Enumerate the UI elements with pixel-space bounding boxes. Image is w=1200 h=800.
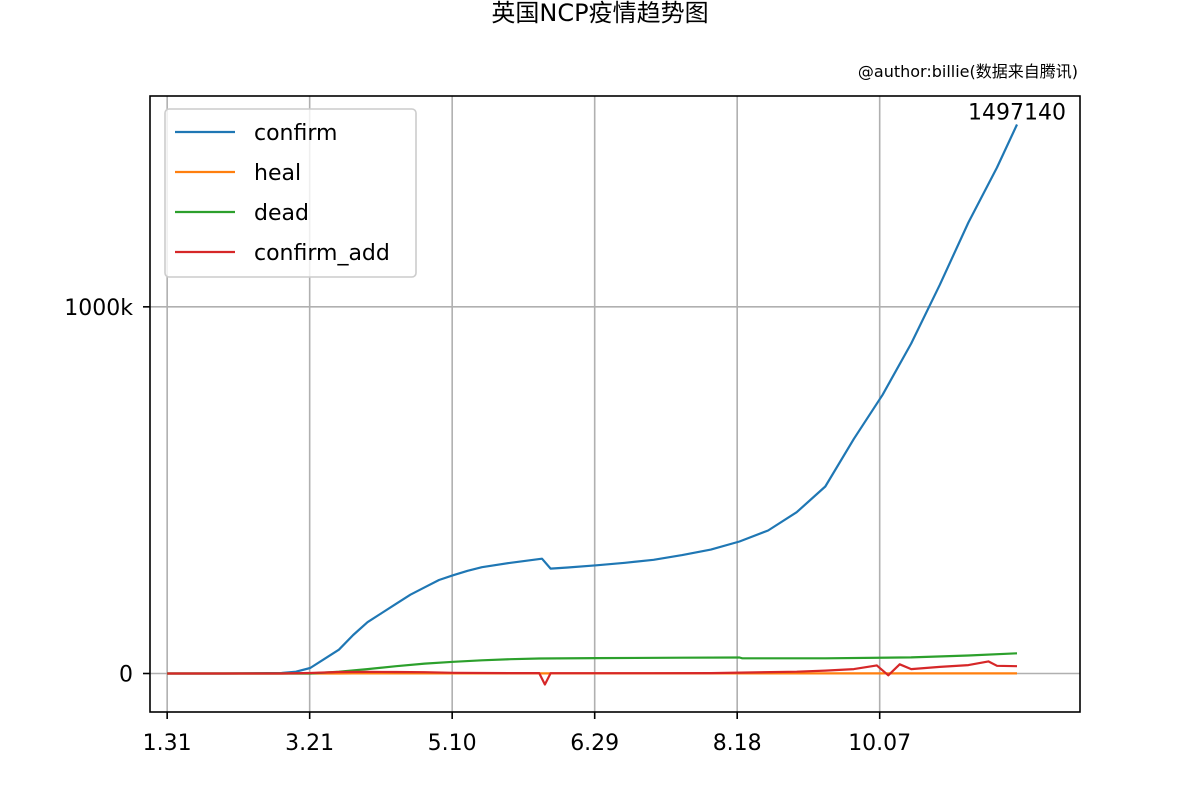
series-line-confirm (167, 124, 1018, 675)
legend: confirm heal dead confirm_add (164, 108, 417, 278)
y-tick-label: 1000k (64, 296, 133, 321)
series-line-dead (167, 652, 1018, 675)
legend-box (164, 108, 417, 278)
x-tick-label: 5.10 (428, 731, 477, 756)
x-tick-label: 1.31 (143, 731, 192, 756)
chart-title: 英国NCP疫情趋势图 (491, 0, 708, 27)
chart-subtitle: @author:billie(数据来自腾讯) (858, 62, 1078, 81)
x-tick-label: 8.18 (713, 731, 762, 756)
legend-label-dead: dead (254, 201, 309, 226)
last-value-label: 1497140 (968, 101, 1066, 126)
x-tick-label: 3.21 (285, 731, 334, 756)
series-line-confirm_add (167, 660, 1018, 686)
legend-label-heal: heal (254, 161, 301, 186)
legend-label-confirm: confirm (254, 121, 337, 146)
x-tick-label: 10.07 (848, 731, 911, 756)
legend-label-confirm_add: confirm_add (254, 241, 390, 266)
y-tick-label: 0 (119, 663, 133, 688)
x-tick-label: 6.29 (570, 731, 619, 756)
axes-frame (149, 95, 1081, 713)
axes: 1.31 3.21 5.10 6.29 8.18 10.07 0 1000k (64, 95, 1081, 756)
series-layer (167, 124, 1018, 686)
